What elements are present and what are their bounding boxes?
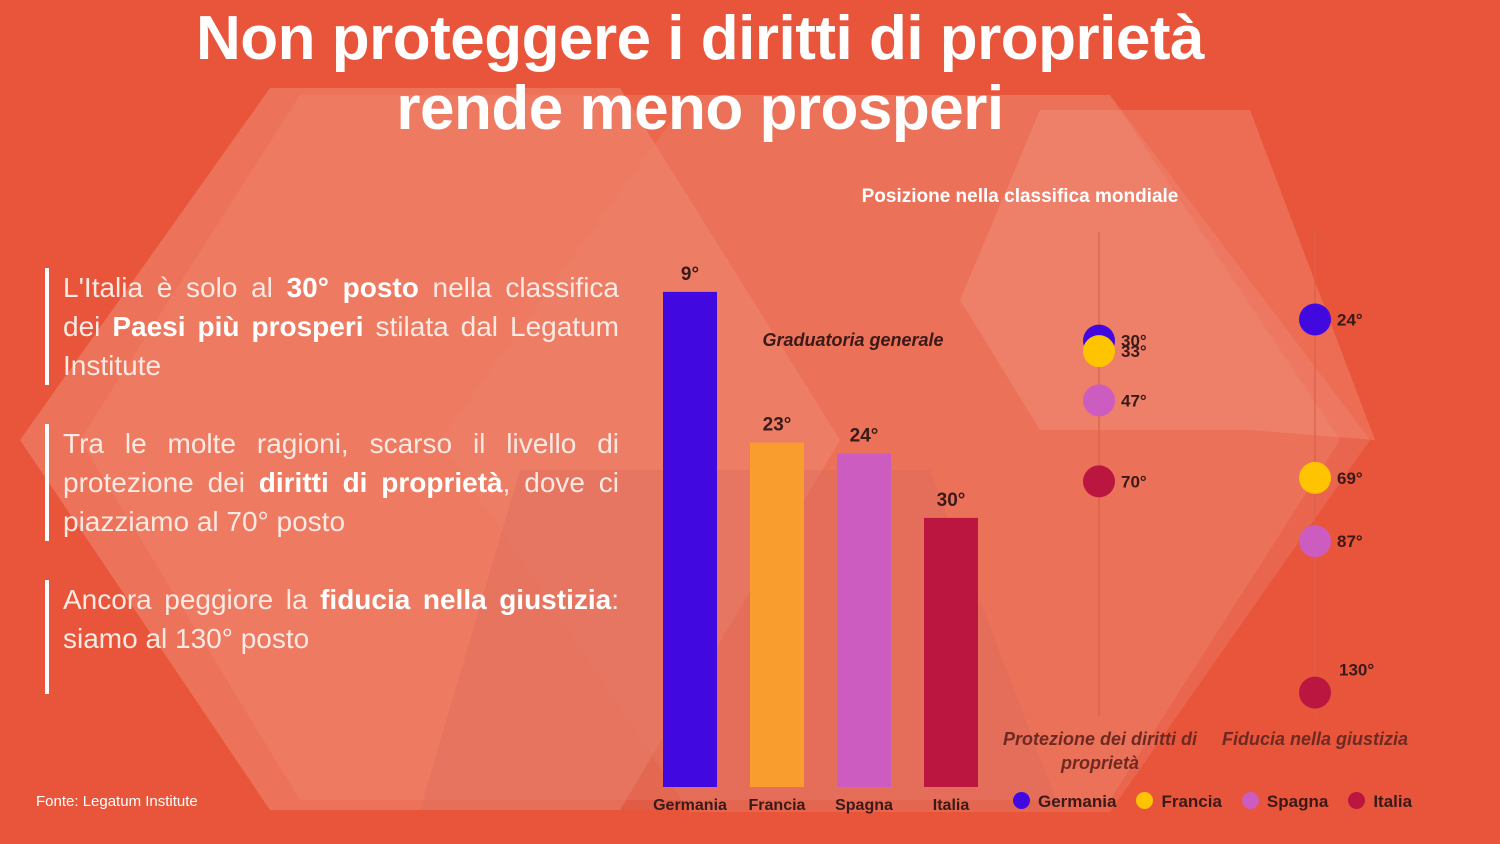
- dot-0-spagna: [1083, 384, 1115, 417]
- column-label-justice: Fiducia nella giustizia: [1222, 729, 1408, 749]
- paragraph-0-segment-2: nella classifica dei: [63, 272, 619, 342]
- legend-label-italia: Italia: [1373, 792, 1413, 811]
- legend-swatch-germania: [1013, 792, 1030, 809]
- title-line-2: rende meno prosperi: [396, 74, 1004, 143]
- dot-chart-title: Posizione nella classifica mondiale: [861, 186, 1179, 207]
- dot-label-1-francia: 69°: [1337, 469, 1363, 488]
- dot-0-francia: [1083, 335, 1115, 368]
- legend-label-spagna: Spagna: [1266, 792, 1329, 811]
- dot-label-0-italia: 70°: [1121, 472, 1147, 491]
- bar-italia: [924, 517, 978, 787]
- legend-swatch-spagna: [1241, 792, 1259, 809]
- legend-item-italia: Italia: [1348, 792, 1412, 811]
- paragraph-2-segment-2: : siamo al 130° posto: [63, 584, 619, 654]
- paragraph-0-segment-3: Paesi più prosperi: [112, 311, 364, 342]
- dot-label-0-germania: 30°: [1121, 332, 1147, 351]
- legend-label-francia: Francia: [1161, 792, 1222, 811]
- paragraph-0-segment-0: L'Italia è solo al: [63, 272, 287, 303]
- bar-germania: [663, 291, 717, 787]
- bar-chart-title: Graduatoria generale: [762, 330, 943, 350]
- paragraph-prosperity: L'Italia è solo al 30° posto nella class…: [45, 268, 619, 385]
- page-title: Non proteggere i diritti di proprietà re…: [100, 4, 1300, 144]
- title-line-1: Non proteggere i diritti di proprietà: [196, 4, 1204, 73]
- legend: Germania Francia Spagna Italia: [1013, 792, 1432, 812]
- paragraph-0-segment-4: stilata dal Legatum Institute: [63, 311, 619, 381]
- dot-label-1-spagna: 87°: [1337, 532, 1363, 551]
- bar-category-label-francia: Francia: [749, 797, 806, 814]
- dot-1-spagna: [1299, 525, 1331, 558]
- dot-1-germania: [1299, 303, 1331, 336]
- paragraph-1-segment-0: Tra le molte ragioni, scarso il livello …: [63, 428, 619, 498]
- bar-value-label-italia: 30°: [937, 490, 966, 511]
- dot-label-1-germania: 24°: [1337, 310, 1363, 329]
- dot-0-italia: [1083, 465, 1115, 498]
- dot-label-0-francia: 33°: [1121, 342, 1147, 361]
- paragraph-1-segment-1: diritti di proprietà: [258, 467, 503, 498]
- bar-category-label-italia: Italia: [933, 797, 970, 814]
- paragraph-property-rights: Tra le molte ragioni, scarso il livello …: [45, 424, 619, 541]
- bar-value-label-francia: 23°: [763, 415, 792, 436]
- dot-label-0-spagna: 47°: [1121, 391, 1147, 410]
- legend-item-germania: Germania: [1013, 792, 1116, 811]
- bar-category-label-germania: Germania: [653, 797, 727, 814]
- column-label-property-2: proprietà: [1060, 753, 1139, 773]
- bar-value-label-germania: 9°: [681, 264, 699, 285]
- legend-swatch-italia: [1348, 792, 1366, 809]
- bar-francia: [750, 442, 804, 787]
- legend-swatch-francia: [1136, 792, 1154, 809]
- bar-spagna: [837, 453, 891, 787]
- bar-category-label-spagna: Spagna: [835, 797, 893, 814]
- legend-item-francia: Francia: [1136, 792, 1222, 811]
- legend-item-spagna: Spagna: [1241, 792, 1329, 811]
- paragraph-2-segment-0: Ancora peggiore la: [63, 584, 321, 615]
- dot-1-francia: [1299, 461, 1331, 494]
- column-label-property: Protezione dei diritti di: [1003, 729, 1198, 749]
- bar-value-label-spagna: 24°: [850, 425, 879, 446]
- dot-label-1-italia: 130°: [1339, 661, 1374, 680]
- paragraph-2-segment-1: fiducia nella giustizia: [320, 584, 612, 615]
- paragraph-1-segment-2: , dove ci piazziamo al 70° posto: [63, 467, 619, 537]
- legend-label-germania: Germania: [1038, 792, 1117, 811]
- paragraph-justice: Ancora peggiore la fiducia nella giustiz…: [45, 580, 619, 694]
- source-note: Fonte: Legatum Institute: [36, 793, 198, 810]
- dot-1-italia: [1299, 676, 1331, 709]
- paragraph-0-segment-1: 30° posto: [286, 272, 419, 303]
